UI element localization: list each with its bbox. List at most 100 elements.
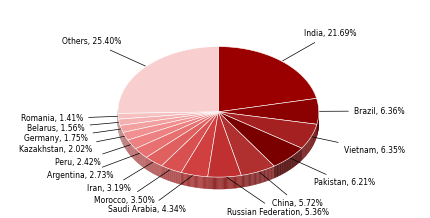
Polygon shape	[123, 112, 218, 140]
Polygon shape	[177, 171, 178, 184]
Polygon shape	[194, 175, 195, 187]
Polygon shape	[236, 176, 237, 188]
Polygon shape	[208, 177, 209, 189]
Polygon shape	[292, 156, 293, 168]
Polygon shape	[159, 164, 160, 177]
Polygon shape	[210, 177, 211, 189]
Polygon shape	[240, 175, 241, 187]
Polygon shape	[248, 174, 249, 186]
Polygon shape	[271, 167, 272, 179]
Polygon shape	[301, 148, 302, 161]
Polygon shape	[300, 149, 301, 162]
Polygon shape	[243, 175, 244, 187]
Polygon shape	[242, 175, 243, 187]
Polygon shape	[135, 112, 218, 157]
Polygon shape	[260, 171, 261, 183]
Polygon shape	[172, 170, 173, 182]
Polygon shape	[147, 158, 148, 170]
Polygon shape	[299, 150, 300, 163]
Polygon shape	[287, 159, 288, 172]
Polygon shape	[305, 144, 306, 157]
Polygon shape	[284, 161, 285, 173]
Text: Vietnam, 6.35%: Vietnam, 6.35%	[312, 137, 405, 155]
Polygon shape	[148, 159, 149, 171]
Polygon shape	[289, 158, 290, 170]
Polygon shape	[176, 171, 177, 183]
Polygon shape	[173, 170, 174, 182]
Polygon shape	[118, 112, 218, 119]
Polygon shape	[207, 177, 208, 189]
Polygon shape	[150, 160, 151, 172]
Polygon shape	[180, 172, 181, 184]
Text: Kazakhstan, 2.02%: Kazakhstan, 2.02%	[19, 136, 124, 154]
Polygon shape	[270, 167, 271, 180]
Polygon shape	[249, 174, 250, 186]
Polygon shape	[162, 112, 218, 172]
Polygon shape	[234, 176, 235, 188]
Text: Others, 25.40%: Others, 25.40%	[62, 37, 145, 66]
Polygon shape	[297, 152, 298, 165]
Polygon shape	[225, 177, 226, 189]
Polygon shape	[229, 177, 230, 189]
Polygon shape	[189, 174, 190, 186]
Polygon shape	[197, 176, 198, 188]
Polygon shape	[218, 177, 220, 189]
Polygon shape	[119, 112, 218, 126]
Polygon shape	[170, 169, 171, 181]
Polygon shape	[203, 176, 204, 189]
Polygon shape	[227, 177, 228, 189]
Polygon shape	[169, 169, 170, 181]
Polygon shape	[290, 157, 291, 169]
Polygon shape	[288, 159, 289, 171]
Polygon shape	[218, 112, 317, 148]
Polygon shape	[293, 155, 294, 167]
Polygon shape	[211, 177, 212, 189]
Polygon shape	[303, 146, 304, 159]
Polygon shape	[171, 169, 172, 182]
Polygon shape	[218, 47, 316, 112]
Polygon shape	[252, 173, 253, 185]
Text: Saudi Arabia, 4.34%: Saudi Arabia, 4.34%	[108, 175, 193, 214]
Text: Brazil, 6.36%: Brazil, 6.36%	[319, 107, 405, 116]
Polygon shape	[233, 176, 234, 188]
Polygon shape	[241, 175, 242, 187]
Polygon shape	[222, 177, 223, 189]
Polygon shape	[296, 153, 297, 165]
Polygon shape	[286, 159, 287, 172]
Polygon shape	[264, 170, 265, 182]
Polygon shape	[281, 163, 282, 175]
Polygon shape	[214, 177, 215, 189]
Text: Germany, 1.75%: Germany, 1.75%	[24, 129, 121, 143]
Polygon shape	[206, 177, 207, 189]
Polygon shape	[195, 175, 196, 187]
Polygon shape	[269, 168, 270, 180]
Polygon shape	[262, 170, 263, 182]
Polygon shape	[149, 159, 150, 172]
Polygon shape	[157, 164, 158, 176]
Polygon shape	[190, 175, 191, 187]
Polygon shape	[218, 98, 319, 124]
Polygon shape	[215, 177, 216, 189]
Text: Russian Federation, 5.36%: Russian Federation, 5.36%	[227, 177, 329, 216]
Polygon shape	[183, 173, 184, 185]
Polygon shape	[304, 145, 305, 157]
Polygon shape	[280, 163, 281, 175]
Polygon shape	[218, 112, 274, 175]
Polygon shape	[168, 168, 169, 181]
Polygon shape	[228, 177, 229, 189]
Text: Belarus, 1.56%: Belarus, 1.56%	[27, 123, 118, 133]
Text: Romania, 1.41%: Romania, 1.41%	[21, 114, 117, 123]
Polygon shape	[165, 167, 166, 179]
Polygon shape	[231, 177, 232, 189]
Polygon shape	[220, 177, 221, 189]
Polygon shape	[237, 176, 238, 188]
Text: India, 21.69%: India, 21.69%	[283, 29, 356, 61]
Text: Pakistan, 6.21%: Pakistan, 6.21%	[290, 158, 375, 187]
Polygon shape	[161, 165, 162, 178]
Polygon shape	[164, 167, 165, 179]
Polygon shape	[239, 176, 240, 188]
Polygon shape	[179, 172, 180, 184]
Polygon shape	[209, 177, 210, 189]
Polygon shape	[268, 168, 269, 181]
Polygon shape	[158, 164, 159, 177]
